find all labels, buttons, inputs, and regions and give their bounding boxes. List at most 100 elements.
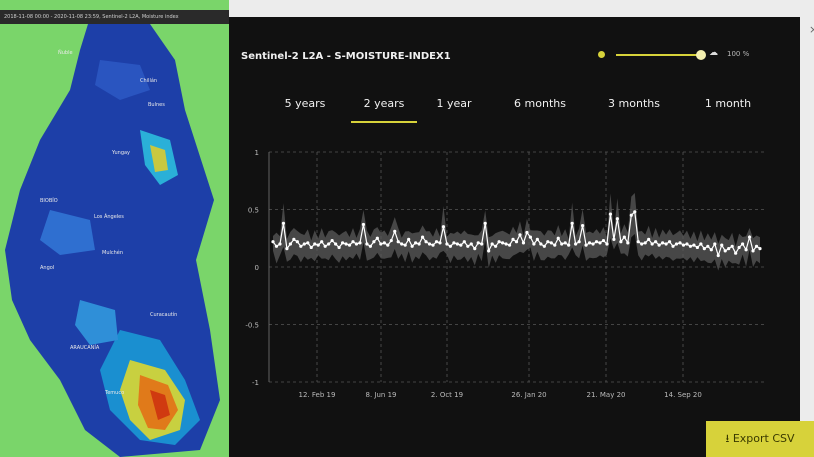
map-label: Angol — [40, 265, 55, 271]
series-point — [431, 243, 435, 247]
series-point — [716, 253, 720, 258]
series-point — [622, 235, 626, 239]
series-point — [500, 241, 505, 245]
series-point — [685, 242, 689, 246]
series-point — [424, 240, 428, 244]
series-point — [410, 244, 414, 248]
series-point — [396, 240, 400, 244]
series-point — [344, 242, 348, 246]
sun-icon — [598, 51, 605, 58]
x-tick-label: 21. May 20 — [587, 391, 626, 399]
series-point — [292, 237, 296, 241]
series-point — [441, 225, 446, 229]
series-point — [448, 244, 453, 248]
map-label: Los Ángeles — [94, 214, 124, 220]
series-point — [288, 242, 292, 246]
series-point — [587, 241, 592, 245]
series-point — [539, 242, 543, 246]
tab-2-years[interactable]: 2 years — [351, 97, 417, 123]
series-point — [692, 243, 696, 247]
export-csv-label: Export CSV — [732, 432, 795, 445]
series-point — [720, 243, 724, 247]
series-point — [368, 244, 372, 248]
series-point — [274, 244, 279, 248]
series-point — [497, 240, 501, 244]
close-icon[interactable]: × — [809, 23, 814, 36]
series-point — [570, 221, 574, 225]
series-point — [504, 242, 508, 246]
series-point — [393, 229, 397, 233]
map-view[interactable]: 2018-11-08 00:00 - 2020-11-08 23:59, Sen… — [0, 0, 229, 457]
tab-6-months[interactable]: 6 months — [514, 97, 566, 110]
series-point — [723, 249, 727, 253]
series-point — [316, 243, 320, 247]
tab-1-year[interactable]: 1 year — [436, 97, 472, 110]
series-point — [278, 242, 282, 246]
series-point — [671, 244, 675, 248]
series-point — [591, 242, 595, 246]
series-point — [323, 244, 327, 248]
series-point — [473, 247, 477, 251]
series-point — [379, 242, 383, 246]
series-point — [542, 244, 546, 248]
time-series-panel: Sentinel-2 L2A - S-MOISTURE-INDEX1 ☁ 100… — [229, 17, 814, 457]
series-point — [598, 241, 602, 245]
series-point — [688, 244, 693, 248]
series-point — [734, 251, 738, 255]
series-point — [361, 222, 366, 227]
series-point — [584, 243, 588, 247]
export-csv-button[interactable]: ⭳ Export CSV — [706, 421, 814, 457]
series-point — [754, 244, 759, 248]
series-point — [532, 242, 536, 246]
opacity-slider-handle[interactable] — [696, 50, 706, 60]
series-point — [654, 240, 658, 244]
series-point — [741, 242, 745, 246]
series-point — [535, 237, 539, 241]
map-label: BIOBÍO — [40, 198, 58, 204]
series-point — [375, 236, 379, 240]
series-point — [650, 242, 654, 246]
series-point — [299, 244, 303, 248]
series-point — [420, 235, 425, 239]
series-point — [525, 230, 529, 235]
x-tick-label: 12. Feb 19 — [299, 391, 336, 399]
series-point — [758, 247, 762, 251]
series-point — [633, 210, 637, 214]
series-point — [577, 240, 581, 244]
series-point — [281, 221, 286, 225]
series-point — [674, 242, 679, 246]
panel-title: Sentinel-2 L2A - S-MOISTURE-INDEX1 — [241, 51, 451, 62]
series-point — [494, 244, 498, 248]
series-point — [528, 235, 533, 239]
x-tick-label: 8. Jun 19 — [366, 391, 397, 399]
series-point — [744, 248, 748, 252]
series-point — [619, 240, 623, 244]
download-icon: ⭳ — [725, 432, 733, 445]
series-point — [337, 245, 341, 250]
y-tick-label: 0.5 — [248, 207, 259, 215]
series-point — [313, 242, 317, 246]
series-point — [678, 241, 682, 245]
series-point — [434, 240, 439, 244]
series-point — [563, 241, 567, 245]
series-point — [351, 240, 355, 244]
tab-1-month[interactable]: 1 month — [704, 97, 752, 110]
series-point — [466, 244, 470, 248]
tab-3-months[interactable]: 3 months — [608, 97, 660, 110]
series-point — [334, 242, 338, 246]
tab-5-years[interactable]: 5 years — [284, 97, 326, 110]
series-point — [483, 221, 487, 225]
y-tick-label: -1 — [252, 379, 259, 387]
series-point — [747, 235, 752, 239]
series-point — [459, 243, 463, 247]
series-point — [340, 241, 345, 245]
opacity-slider[interactable] — [616, 54, 701, 56]
series-point — [487, 249, 491, 253]
series-point — [330, 238, 334, 243]
series-point — [320, 240, 324, 244]
series-point — [490, 242, 494, 246]
series-point — [681, 243, 686, 247]
series-point — [407, 237, 411, 241]
series-point — [594, 240, 599, 244]
x-tick-label: 2. Oct 19 — [431, 391, 463, 399]
